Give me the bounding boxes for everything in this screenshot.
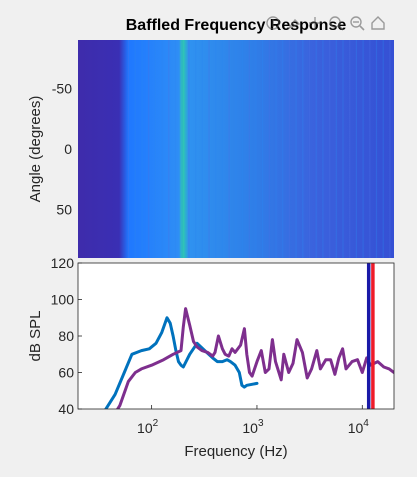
heatmap-image xyxy=(78,40,394,258)
heatmap-stripe xyxy=(235,40,237,258)
zoom-out-icon[interactable] xyxy=(348,14,366,32)
line-x-tick-label: 104 xyxy=(348,418,370,436)
heatmap-stripe xyxy=(349,40,351,258)
heatmap-stripe xyxy=(161,40,163,258)
line-x-ticks: 102 103 104 xyxy=(137,405,369,436)
heatmap-stripe xyxy=(302,40,304,258)
heatmap-stripe xyxy=(382,40,384,258)
heatmap-stripe xyxy=(355,40,357,258)
heatmap-stripe xyxy=(195,40,197,258)
line-y-tick-label: 80 xyxy=(58,328,74,344)
heatmap-stripe xyxy=(241,40,244,258)
heatmap-stripe xyxy=(255,40,257,258)
heatmap-stripe xyxy=(288,40,290,258)
line-series-group xyxy=(104,263,394,409)
zoom-in-icon[interactable] xyxy=(327,14,345,32)
line-x-tick-label: 103 xyxy=(242,418,264,436)
heatmap-stripe xyxy=(329,40,331,258)
heatmap-stripe xyxy=(282,40,284,258)
line-y-tick-label: 120 xyxy=(51,255,75,271)
line-y-ticks: 40 60 80 100 120 xyxy=(51,255,82,417)
heatmap-stripe xyxy=(315,40,317,258)
line-series-1 xyxy=(104,316,259,409)
line-x-label: Frequency (Hz) xyxy=(184,443,287,460)
heatmap-stripe xyxy=(154,40,156,258)
heatmap-stripe xyxy=(168,40,170,258)
line-series-2 xyxy=(115,307,394,409)
pan-icon[interactable] xyxy=(306,14,324,32)
heatmap-stripe xyxy=(208,40,210,258)
heatmap-axes: Baffled Frequency Response -50 0 50 Angle … xyxy=(27,17,394,258)
line-axes: 40 60 80 100 120 102 103 104 Frequency (Hz) dB… xyxy=(27,255,395,460)
heatmap-y-tick-label: -50 xyxy=(52,80,72,96)
heatmap-stripe xyxy=(221,40,223,258)
heatmap-stripe xyxy=(295,40,297,258)
heatmap-stripe xyxy=(201,40,203,258)
heatmap-stripe xyxy=(369,40,371,258)
heatmap-stripe xyxy=(188,40,190,258)
line-y-label: dB SPL xyxy=(27,311,44,362)
heatmap-stripe xyxy=(322,40,324,258)
heatmap-stripe xyxy=(134,40,136,258)
heatmap-stripe xyxy=(128,40,130,258)
heatmap-stripe xyxy=(215,40,217,258)
line-x-tick-label: 102 xyxy=(137,418,159,436)
heatmap-stripe xyxy=(262,40,264,258)
heatmap-stripe xyxy=(308,40,311,258)
heatmap-stripe xyxy=(335,40,337,258)
heatmap-stripe xyxy=(248,40,250,258)
heatmap-stripe xyxy=(268,40,270,258)
line-y-tick-label: 40 xyxy=(58,401,74,417)
brush-icon[interactable] xyxy=(285,14,303,32)
line-y-tick-label: 100 xyxy=(51,292,75,308)
heatmap-stripe xyxy=(275,40,277,258)
heatmap-y-tick-label: 0 xyxy=(64,141,72,157)
data-tips-icon[interactable] xyxy=(264,14,282,32)
line-plot-background xyxy=(78,263,394,409)
heatmap-stripe xyxy=(375,40,378,258)
axes-toolbar xyxy=(264,14,387,32)
heatmap-stripe xyxy=(174,40,177,258)
line-y-tick-label: 60 xyxy=(58,365,74,381)
heatmap-stripe xyxy=(389,40,391,258)
heatmap-stripe xyxy=(148,40,150,258)
heatmap-title: Baffled Frequency Response xyxy=(126,17,347,34)
heatmap-stripe xyxy=(362,40,364,258)
heatmap-stripes xyxy=(128,40,391,258)
heatmap-y-ticks: -50 0 50 xyxy=(52,80,72,217)
heatmap-stripe xyxy=(181,40,183,258)
heatmap-y-label: Angle (degrees) xyxy=(27,96,44,203)
heatmap-stripe xyxy=(141,40,143,258)
heatmap-stripe xyxy=(342,40,344,258)
heatmap-stripe xyxy=(228,40,230,258)
heatmap-y-tick-label: 50 xyxy=(56,202,72,218)
home-icon[interactable] xyxy=(369,14,387,32)
